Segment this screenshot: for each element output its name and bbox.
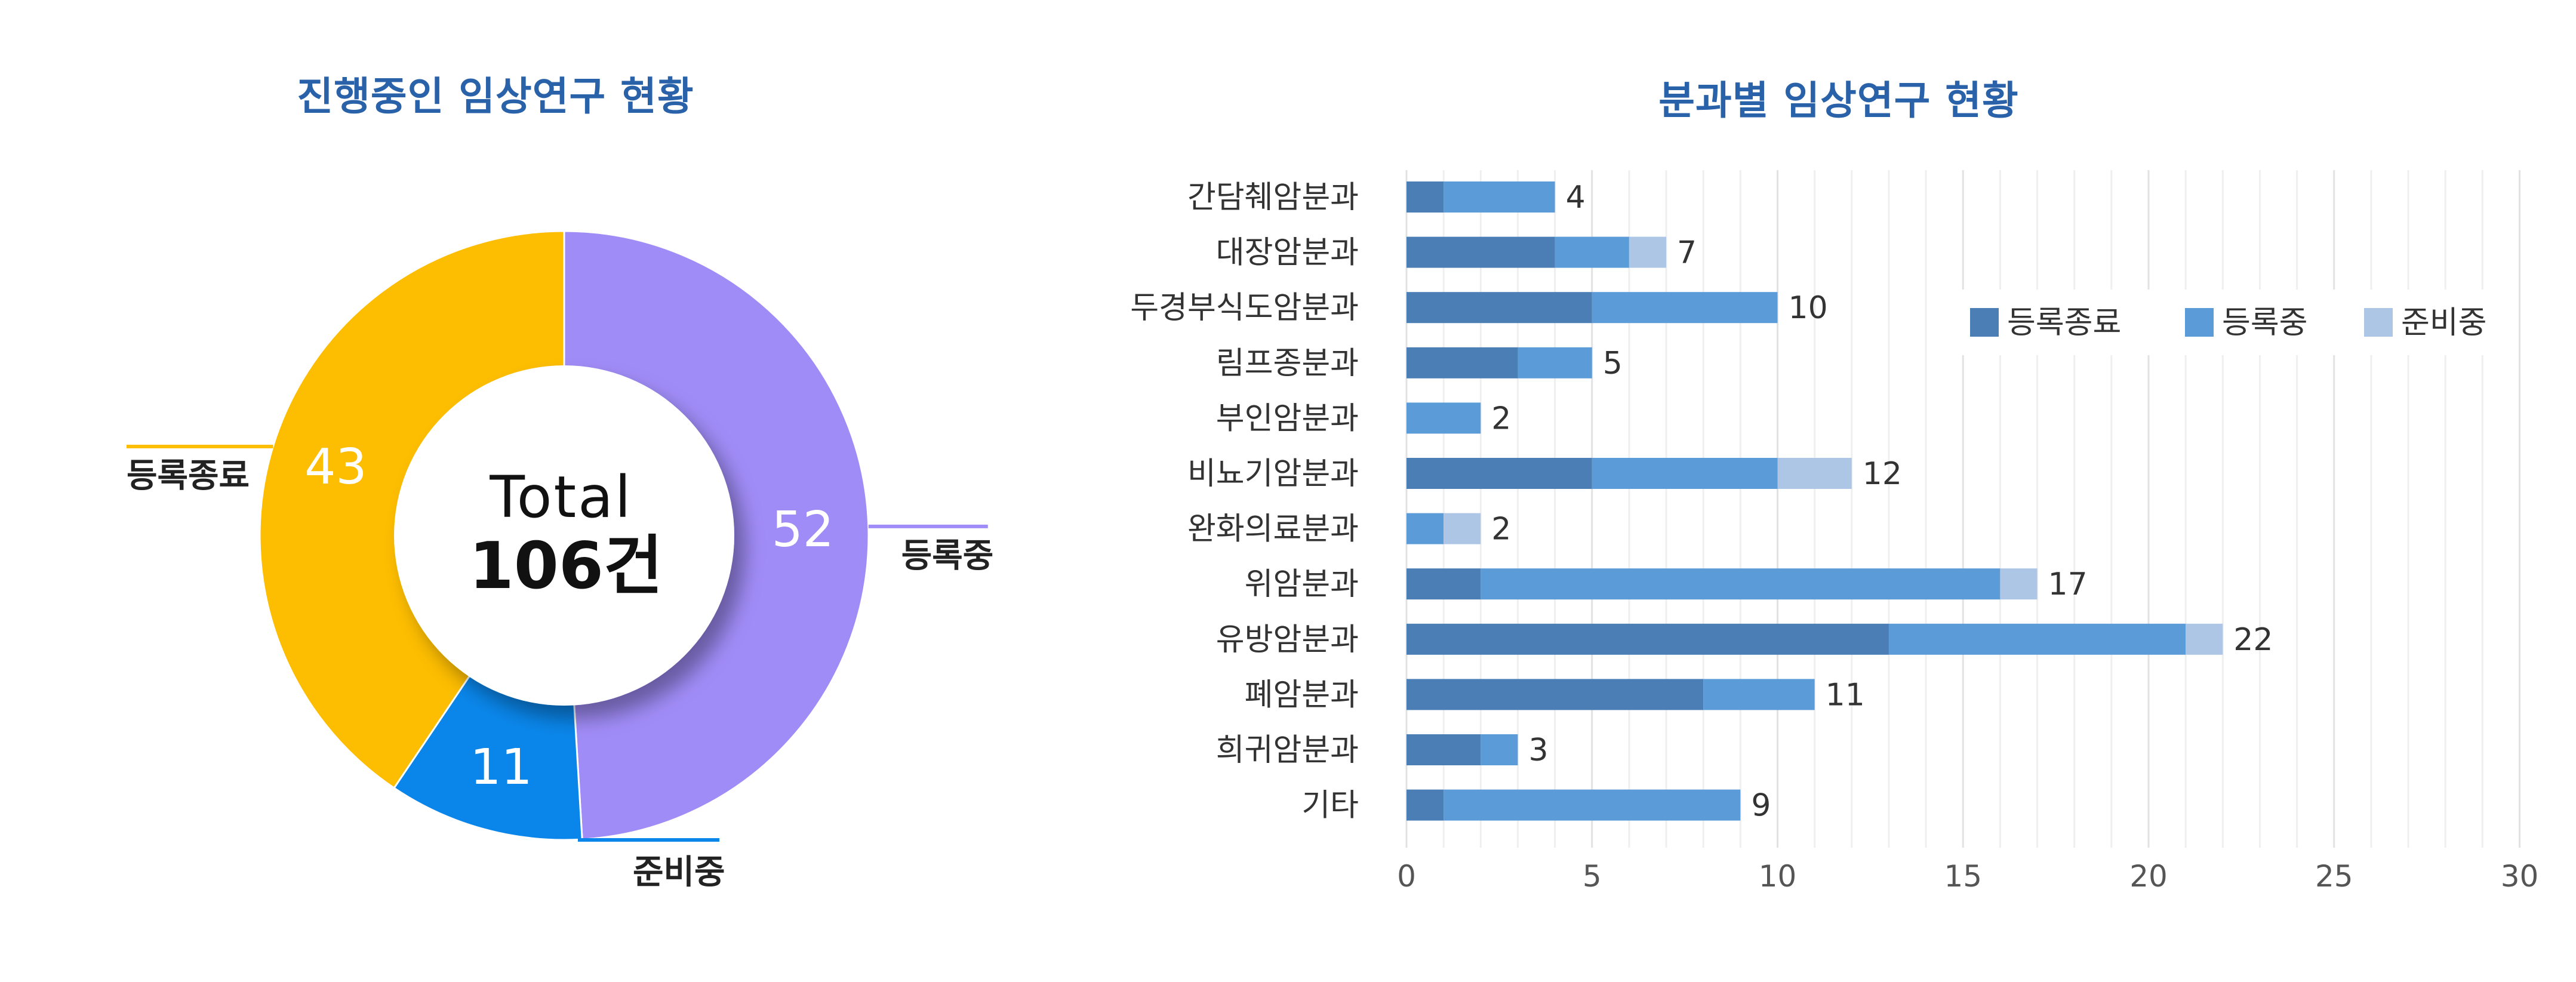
category-label: 비뇨기암분과 [1187, 456, 1359, 492]
category-label: 림프종분과 [1216, 346, 1359, 381]
bar-segment-preparing [1777, 458, 1852, 489]
category-label: 완화의료분과 [1187, 512, 1359, 547]
bar-segment-preparing [1629, 236, 1667, 268]
bar-segment-preparing [2186, 623, 2223, 655]
donut-total-label: Total [489, 464, 632, 531]
callout-label-registering: 등록중 [901, 537, 994, 575]
bar-segment-preparing [2000, 568, 2038, 600]
legend-background [1958, 290, 2507, 355]
category-label: 간담췌암분과 [1187, 180, 1359, 216]
bar-segment-registering [1444, 181, 1555, 213]
bar-total-label: 17 [2048, 567, 2088, 602]
bar-total-label: 7 [1677, 235, 1697, 271]
legend-swatch-registering [2185, 308, 2214, 337]
bar-segment-closed [1407, 181, 1444, 213]
bar-segment-registering [1481, 568, 2001, 600]
bar-segment-registering [1407, 513, 1444, 544]
bar-segment-registering [1407, 402, 1481, 434]
bar-total-label: 4 [1566, 180, 1586, 216]
donut-value-preparing: 11 [470, 739, 532, 796]
bar-total-label: 2 [1491, 512, 1511, 547]
bar-total-label: 9 [1751, 788, 1771, 824]
category-label: 부인암분과 [1216, 401, 1359, 436]
category-label: 기타 [1301, 788, 1359, 824]
bar-total-label: 5 [1603, 346, 1623, 381]
category-label: 위암분과 [1245, 567, 1359, 602]
bar-segment-closed [1407, 292, 1592, 324]
legend-swatch-closed [1970, 308, 1999, 337]
legend-label-closed: 등록종료 [2007, 305, 2121, 341]
bar-total-label: 2 [1491, 401, 1511, 436]
x-tick-label: 15 [1944, 859, 1982, 894]
bar-segment-closed [1407, 734, 1481, 765]
bar-segment-registering [1592, 292, 1778, 324]
donut-value-closed: 43 [304, 439, 367, 495]
bar-segment-registering [1592, 458, 1778, 489]
bar-segment-closed [1407, 347, 1518, 378]
category-label: 유방암분과 [1216, 622, 1359, 658]
bar-total-label: 12 [1863, 456, 1902, 492]
x-tick-label: 0 [1397, 859, 1416, 894]
x-tick-label: 25 [2315, 859, 2353, 894]
bar-segment-closed [1407, 789, 1444, 821]
category-label: 대장암분과 [1216, 235, 1359, 271]
donut-value-registering: 52 [772, 501, 834, 558]
bar-chart-title: 분과별 임상연구 현황 [1658, 78, 2019, 124]
category-label: 두경부식도암분과 [1130, 290, 1359, 326]
donut-total-value: 106건 [469, 529, 663, 604]
donut-hole [394, 365, 734, 706]
callout-label-preparing: 준비중 [633, 853, 725, 892]
bar-segment-closed [1407, 458, 1592, 489]
donut-chart-title: 진행중인 임상연구 현황 [297, 73, 694, 119]
category-label: 희귀암분과 [1216, 732, 1359, 768]
bar-total-label: 3 [1528, 732, 1548, 768]
bar-segment-closed [1407, 679, 1704, 710]
legend-label-preparing: 준비중 [2401, 305, 2487, 341]
x-tick-label: 30 [2501, 859, 2539, 894]
bar-segment-registering [1555, 236, 1629, 268]
bar-total-label: 11 [1826, 677, 1865, 713]
bar-segment-closed [1407, 236, 1555, 268]
bar-segment-registering [1481, 734, 1518, 765]
bar-segment-closed [1407, 568, 1481, 600]
bar-segment-closed [1407, 623, 1889, 655]
bar-total-label: 10 [1789, 290, 1828, 326]
bar-segment-registering [1518, 347, 1592, 378]
x-tick-label: 10 [1759, 859, 1797, 894]
legend-swatch-preparing [2364, 308, 2393, 337]
category-label: 폐암분과 [1245, 677, 1359, 713]
x-tick-label: 5 [1583, 859, 1602, 894]
callout-label-closed: 등록종료 [127, 457, 250, 495]
bar-segment-registering [1888, 623, 2186, 655]
bar-segment-registering [1444, 789, 1741, 821]
legend-label-registering: 등록중 [2222, 305, 2308, 341]
bar-total-label: 22 [2233, 622, 2273, 658]
bar-segment-registering [1703, 679, 1815, 710]
bar-segment-preparing [1444, 513, 1481, 544]
x-tick-label: 20 [2129, 859, 2168, 894]
